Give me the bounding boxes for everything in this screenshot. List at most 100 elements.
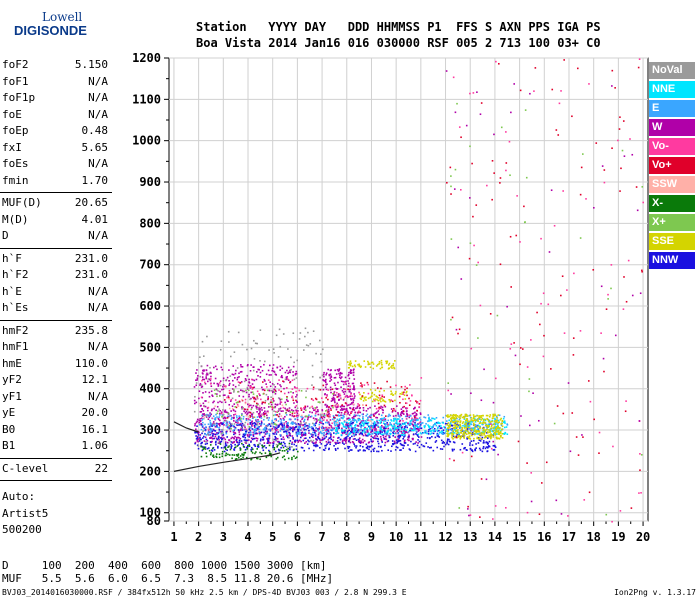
echo-point [240, 426, 243, 429]
echo-point [367, 407, 369, 410]
echo-point [409, 400, 412, 402]
echo-point [347, 434, 350, 436]
echo-point [194, 423, 196, 425]
echo-point [241, 413, 243, 416]
echo-point [212, 455, 214, 457]
echo-point [348, 422, 351, 424]
echo-point [366, 381, 369, 384]
echo-point [246, 386, 249, 389]
echo-point [376, 419, 378, 422]
echo-point [379, 367, 382, 370]
echo-point [279, 345, 282, 348]
echo-point [408, 439, 410, 442]
echo-point [380, 420, 382, 422]
echo-point [355, 446, 357, 449]
echo-point [330, 409, 332, 411]
echo-point [211, 394, 213, 397]
echo-point [362, 420, 364, 423]
echo-point [241, 429, 244, 431]
echo-point [313, 444, 316, 447]
echo-point [235, 436, 238, 439]
echo-point [393, 419, 395, 422]
echo-point [431, 432, 433, 434]
echo-point [287, 426, 289, 428]
echo-point [362, 415, 364, 418]
echo-point [471, 433, 474, 436]
echo-point [296, 439, 299, 442]
echo-point [219, 409, 221, 412]
echo-point [263, 378, 266, 381]
echo-point [272, 446, 274, 449]
echo-point [227, 415, 230, 418]
echo-point [250, 450, 253, 453]
echo-point [260, 423, 262, 426]
echo-point [326, 414, 329, 417]
echo-point [454, 430, 457, 433]
echo-point [335, 420, 338, 423]
echo-point [256, 457, 259, 460]
echo-point [500, 417, 502, 420]
echo-point [311, 411, 313, 414]
echo-point [201, 424, 204, 427]
echo-point [340, 411, 343, 414]
echo-point [641, 270, 643, 273]
echo-point [462, 415, 465, 418]
echo-point [424, 430, 426, 432]
echo-point [478, 437, 481, 439]
echo-point [317, 413, 320, 416]
x-tick-label: 1 [170, 530, 177, 544]
echo-point [327, 441, 330, 443]
echo-point [638, 492, 640, 494]
echo-point [585, 198, 587, 200]
echo-point [335, 373, 338, 375]
echo-point [395, 446, 398, 448]
echo-point [309, 416, 312, 418]
echo-point [573, 272, 575, 275]
echo-point [404, 398, 407, 400]
echo-point [447, 443, 450, 446]
echo-point [258, 414, 260, 417]
echo-point [282, 406, 285, 409]
echo-point [376, 387, 379, 389]
echo-point [296, 387, 298, 389]
echo-point [489, 427, 492, 430]
echo-point [232, 417, 235, 420]
echo-point [377, 422, 379, 424]
echo-point [273, 433, 275, 435]
echo-point [294, 441, 296, 443]
echo-point [360, 428, 363, 431]
echo-point [371, 361, 374, 364]
echo-point [198, 361, 200, 364]
echo-point [251, 438, 254, 441]
echo-point [334, 449, 337, 451]
echo-point [287, 450, 289, 453]
echo-point [378, 431, 380, 434]
echo-point [450, 419, 453, 422]
echo-point [281, 456, 284, 459]
echo-point [536, 311, 538, 314]
echo-point [213, 429, 215, 432]
echo-point [322, 373, 325, 376]
echo-point [210, 375, 212, 378]
echo-point [341, 422, 344, 425]
echo-point [472, 432, 475, 435]
echo-point [256, 437, 259, 440]
echo-point [455, 432, 458, 435]
echo-point [203, 369, 205, 371]
echo-point [204, 433, 207, 435]
echo-point [347, 374, 350, 376]
x-tick-label: 16 [537, 530, 551, 544]
echo-point [228, 422, 231, 424]
echo-point [244, 432, 247, 434]
echo-point [372, 413, 375, 416]
echo-point [404, 426, 407, 428]
echo-point [285, 448, 288, 451]
echo-point [205, 416, 208, 418]
echo-point [201, 419, 204, 421]
echo-point [263, 428, 266, 431]
echo-point [283, 428, 286, 431]
echo-point [214, 417, 217, 419]
echo-point [227, 395, 230, 397]
echo-point [401, 406, 404, 409]
echo-point [325, 396, 327, 399]
